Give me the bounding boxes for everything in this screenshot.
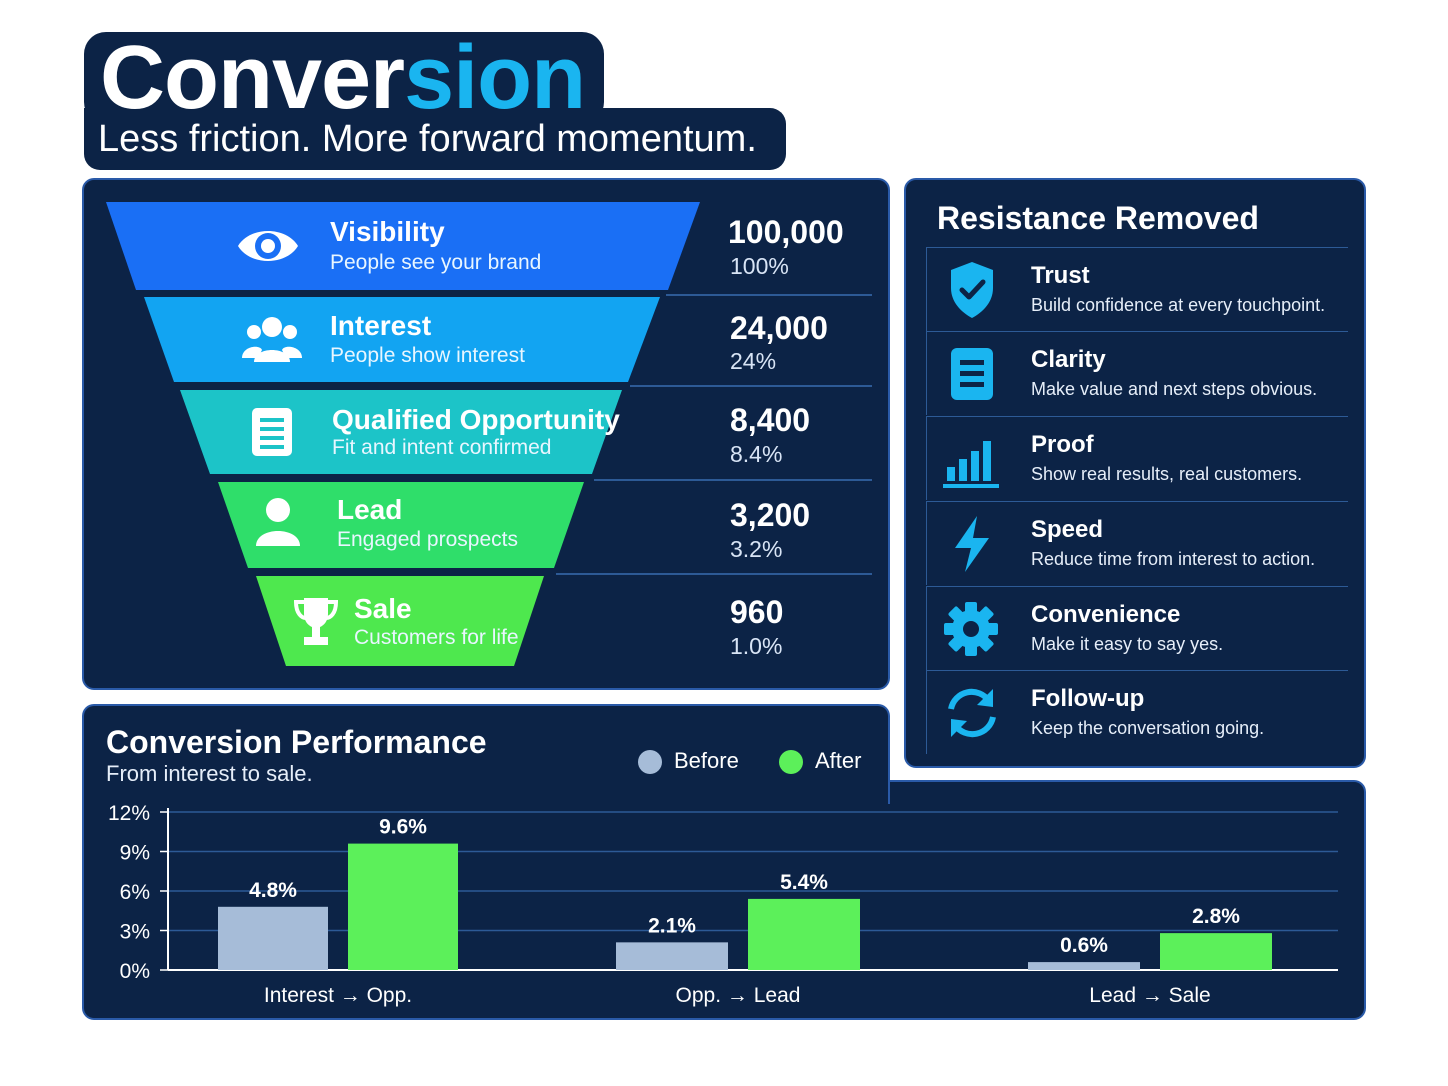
bar-after [348, 843, 458, 970]
count-qualified: 8,400 [730, 402, 811, 438]
resistance-title: Resistance Removed [937, 200, 1259, 236]
y-tick-label: 6% [120, 881, 150, 904]
divider [666, 294, 872, 296]
chart-subtitle: From interest to sale. [106, 761, 313, 786]
data-label: 0.6% [1060, 934, 1108, 957]
resistance-item-clarity: Clarity Make value and next steps obviou… [926, 331, 1348, 415]
document-icon [252, 408, 292, 456]
tier-desc-qualified: Fit and intent confirmed [332, 436, 552, 459]
chart-panel-join [84, 776, 888, 806]
resistance-desc: Reduce time from interest to action. [1031, 549, 1316, 569]
title-part-2: sion [404, 28, 586, 128]
tier-name-visibility: Visibility [330, 216, 445, 247]
chart-panel [82, 780, 1366, 1020]
x-tick-label: Lead → Sale [1089, 984, 1210, 1007]
bar-after [748, 898, 860, 970]
pct-visibility: 100% [730, 253, 789, 279]
tier-desc-sale: Customers for life [354, 626, 519, 649]
x-tick-label: Interest → Opp. [264, 984, 412, 1007]
data-label: 2.1% [648, 914, 696, 937]
legend-swatch-after [779, 750, 803, 774]
divider [556, 573, 872, 575]
subtitle-background [84, 108, 786, 170]
resistance-name: Proof [1031, 431, 1094, 458]
pct-interest: 24% [730, 348, 777, 374]
resistance-name: Trust [1031, 262, 1090, 289]
shield-check-icon [951, 262, 993, 318]
resistance-item-follow-up: Follow-up Keep the conversation going. [926, 670, 1348, 754]
y-tick-label: 0% [120, 960, 150, 983]
resistance-desc: Show real results, real customers. [1031, 464, 1303, 484]
pct-sale: 1.0% [730, 633, 783, 659]
count-interest: 24,000 [730, 310, 828, 346]
y-tick-label: 3% [120, 921, 150, 944]
data-label: 4.8% [249, 879, 297, 902]
tier-name-interest: Interest [330, 310, 432, 341]
lightning-icon [955, 516, 989, 572]
bar-before [1028, 962, 1140, 970]
bar-before [616, 942, 728, 970]
resistance-item-proof: Proof Show real results, real customers. [926, 416, 1348, 500]
gear-icon [944, 602, 998, 656]
resistance-item-speed: Speed Reduce time from interest to actio… [926, 501, 1348, 585]
chart-title: Conversion Performance [106, 724, 487, 760]
y-tick-label: 12% [108, 802, 150, 825]
bar-after [1160, 933, 1272, 970]
bar-chart: 0% 3% 6% 9% 12% 4.8% 9.6% Interest → Opp. 2.1% 5.… [108, 802, 1338, 1007]
people-icon [242, 317, 302, 362]
funnel-tier-lead [218, 482, 584, 568]
document-icon [951, 348, 993, 400]
tier-desc-visibility: People see your brand [330, 251, 542, 274]
resistance-desc: Keep the conversation going. [1031, 718, 1265, 738]
tier-desc-lead: Engaged prospects [337, 528, 518, 551]
resistance-name: Follow-up [1031, 685, 1145, 712]
resistance-name: Speed [1031, 516, 1104, 543]
count-sale: 960 [730, 594, 784, 630]
resistance-item-convenience: Convenience Make it easy to say yes. [926, 586, 1348, 670]
x-tick-label: Opp. → Lead [676, 984, 801, 1007]
divider [630, 385, 872, 387]
tier-desc-interest: People show interest [330, 344, 525, 367]
count-lead: 3,200 [730, 497, 811, 533]
person-icon [256, 498, 300, 546]
legend-swatch-before [638, 750, 662, 774]
tier-name-sale: Sale [354, 593, 412, 624]
divider [594, 479, 872, 481]
data-label: 9.6% [379, 816, 427, 839]
legend-label-before: Before [674, 748, 739, 773]
y-tick-label: 9% [120, 842, 150, 865]
refresh-icon [948, 688, 996, 738]
data-label: 5.4% [780, 871, 828, 894]
funnel-tier-visibility [106, 202, 700, 290]
resistance-name: Convenience [1031, 601, 1181, 628]
resistance-name: Clarity [1031, 346, 1106, 373]
data-label: 2.8% [1192, 905, 1240, 928]
resistance-desc: Make value and next steps obvious. [1031, 379, 1318, 399]
page-subtitle: Less friction. More forward momentum. [98, 118, 757, 160]
pct-qualified: 8.4% [730, 441, 783, 467]
bar-chart-icon [943, 441, 999, 488]
bar-before [218, 906, 328, 970]
resistance-item-trust: Trust Build confidence at every touchpoi… [926, 247, 1348, 331]
count-visibility: 100,000 [728, 214, 844, 250]
pct-lead: 3.2% [730, 536, 783, 562]
resistance-desc: Make it easy to say yes. [1031, 634, 1224, 654]
tier-name-qualified: Qualified Opportunity [332, 404, 620, 435]
title-part-1: Conver [100, 28, 405, 128]
eye-icon [238, 231, 298, 261]
tier-name-lead: Lead [337, 494, 403, 525]
page-title: Conversion [100, 28, 586, 128]
trophy-icon [293, 598, 339, 645]
legend-label-after: After [815, 748, 862, 773]
resistance-desc: Build confidence at every touchpoint. [1031, 295, 1326, 315]
